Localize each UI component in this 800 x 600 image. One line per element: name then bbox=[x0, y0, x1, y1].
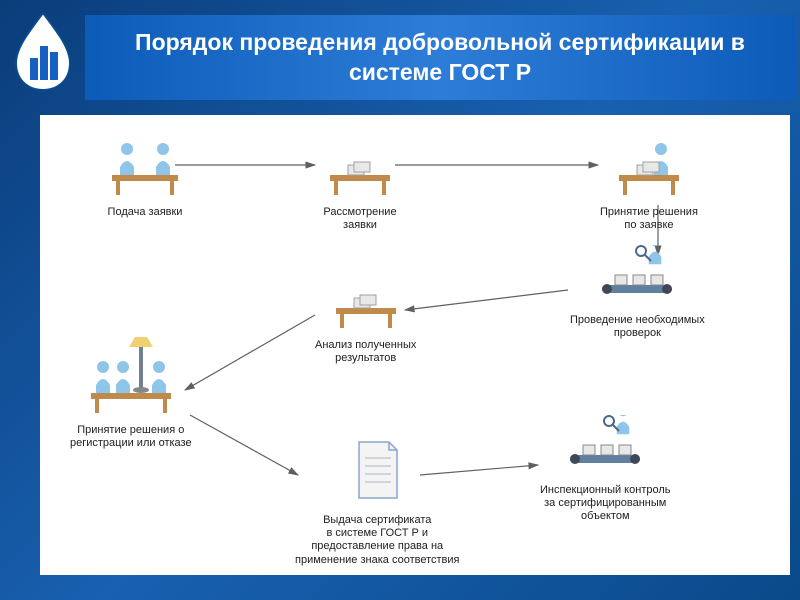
header-bar: Порядок проведения добровольной сертифик… bbox=[85, 15, 795, 100]
flow-node-n6: Принятие решения о регистрации или отказ… bbox=[70, 335, 192, 450]
diagram-canvas: Подача заявки Рассмотрение заявки Принят… bbox=[40, 115, 790, 575]
flow-edge bbox=[185, 315, 315, 390]
page-title: Порядок проведения добровольной сертифик… bbox=[100, 28, 780, 88]
flow-node-label: Подача заявки bbox=[100, 206, 190, 219]
flow-node-label: Выдача сертификата в системе ГОСТ Р и пр… bbox=[295, 514, 459, 567]
flow-node-n2: Рассмотрение заявки bbox=[315, 137, 405, 232]
flow-node-n3: Принятие решения по заявке bbox=[600, 137, 698, 232]
flow-node-n8: Инспекционный контроль за сертифицирован… bbox=[540, 415, 671, 524]
flow-node-label: Проведение необходимых проверок bbox=[570, 314, 705, 340]
flow-node-n1: Подача заявки bbox=[100, 137, 190, 219]
flow-edge bbox=[405, 290, 568, 310]
flow-node-n5: Анализ полученных результатов bbox=[315, 270, 416, 365]
logo bbox=[8, 8, 78, 93]
flow-node-label: Принятие решения о регистрации или отказ… bbox=[70, 424, 192, 450]
flow-node-label: Принятие решения по заявке bbox=[600, 206, 698, 232]
flow-node-n7: Выдача сертификата в системе ГОСТ Р и пр… bbox=[295, 435, 459, 567]
flow-node-n4: Проведение необходимых проверок bbox=[570, 245, 705, 340]
flow-edge bbox=[190, 415, 298, 475]
flow-node-label: Инспекционный контроль за сертифицирован… bbox=[540, 484, 671, 524]
flow-node-label: Анализ полученных результатов bbox=[315, 339, 416, 365]
flow-node-label: Рассмотрение заявки bbox=[315, 206, 405, 232]
